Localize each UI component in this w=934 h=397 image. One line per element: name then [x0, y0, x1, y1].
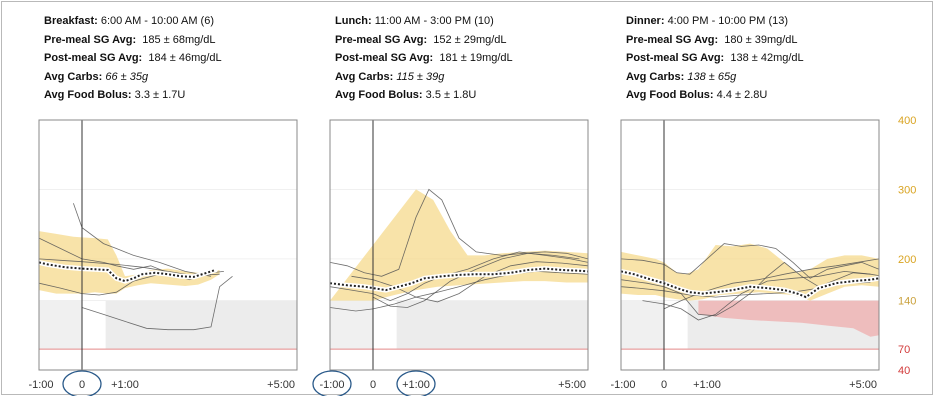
average-line	[38, 261, 216, 283]
sensor-trace-3	[329, 270, 589, 312]
pre-meal-row: Pre-meal SG Avg: 185 ± 68mg/dL	[44, 31, 314, 50]
post-meal-row: Post-meal SG Avg: 181 ± 19mg/dL	[335, 49, 605, 68]
sensor-trace-1	[329, 188, 589, 277]
pre-meal-label: Pre-meal SG Avg:	[626, 33, 719, 46]
bolus-value: 3.3 ± 1.7U	[134, 89, 186, 101]
pre-meal-row: Pre-meal SG Avg: 180 ± 39mg/dL	[626, 31, 896, 50]
post-meal-value: 181 ± 19mg/dL	[439, 52, 513, 64]
carbs-value: 66 ± 35g	[105, 70, 149, 83]
post-meal-label: Post-meal SG Avg:	[626, 52, 725, 64]
carbs-row: Avg Carbs: 115 ± 39g	[335, 68, 605, 87]
pre-meal-target-band	[621, 300, 664, 350]
carbs-row: Avg Carbs: 66 ± 35g	[44, 68, 314, 87]
x-tick-label: -1:00	[610, 379, 635, 391]
sensor-trace-4	[351, 261, 589, 303]
above-target-band	[621, 243, 879, 301]
x-tick-label: +5:00	[558, 379, 586, 391]
sensor-trace-4	[663, 258, 880, 310]
pre-meal-target-band	[330, 300, 373, 350]
dinner-summary: Dinner: 4:00 PM - 10:00 PM (13) Pre-meal…	[626, 12, 896, 105]
post-meal-value: 138 ± 42mg/dL	[730, 52, 804, 64]
x-tick-label: 0	[79, 379, 85, 391]
highlight-circle	[396, 370, 436, 396]
x-tick-label: +5:00	[267, 379, 295, 391]
carbs-row: Avg Carbs: 138 ± 65g	[626, 68, 896, 87]
chart-panel-dinner: -1:00 0 +1:00 +5:00	[610, 119, 882, 391]
lunch-title-row: Lunch: 11:00 AM - 3:00 PM (10)	[335, 12, 605, 31]
meal-range: 4:00 PM - 10:00 PM (13)	[667, 15, 789, 27]
x-tick-label: -1:00	[319, 379, 344, 391]
sensor-trace-3	[642, 270, 871, 321]
bolus-value: 4.4 ± 2.8U	[716, 89, 768, 101]
above-target-band	[330, 189, 588, 301]
chart-panel-lunch: -1:00 0 +1:00 +5:00	[312, 119, 591, 396]
breakfast-title-row: Breakfast: 6:00 AM - 10:00 AM (6)	[44, 12, 314, 31]
pre-meal-row: Pre-meal SG Avg: 152 ± 29mg/dL	[335, 31, 605, 50]
post-meal-row: Post-meal SG Avg: 138 ± 42mg/dL	[626, 49, 896, 68]
dinner-title-row: Dinner: 4:00 PM - 10:00 PM (13)	[626, 12, 896, 31]
meal-label: Lunch:	[335, 15, 372, 27]
panel-frame	[620, 119, 880, 371]
breakfast-summary: Breakfast: 6:00 AM - 10:00 AM (6) Pre-me…	[44, 12, 314, 105]
post-meal-row: Post-meal SG Avg: 184 ± 46mg/dL	[44, 49, 314, 68]
carbs-label: Avg Carbs:	[626, 70, 685, 83]
lunch-summary: Lunch: 11:00 AM - 3:00 PM (10) Pre-meal …	[335, 12, 605, 105]
target-range-band	[396, 300, 588, 350]
y-tick-label: 200	[898, 254, 916, 266]
bolus-label: Avg Food Bolus:	[44, 89, 132, 101]
x-tick-label: +1:00	[402, 379, 430, 391]
y-tick-label: 400	[898, 115, 916, 127]
average-line	[329, 267, 589, 292]
y-tick-label: 300	[898, 184, 916, 196]
x-tick-label: -1:00	[28, 379, 53, 391]
meal-label: Breakfast:	[44, 15, 98, 27]
sensor-trace-4	[81, 275, 233, 331]
y-tick-label: 70	[898, 344, 910, 356]
y-tick-label: 40	[898, 365, 910, 377]
sensor-trace-1	[620, 243, 880, 279]
bolus-row: Avg Food Bolus: 3.3 ± 1.7U	[44, 86, 314, 105]
highlight-circle	[62, 370, 102, 396]
meal-range: 11:00 AM - 3:00 PM (10)	[374, 15, 494, 27]
post-meal-label: Post-meal SG Avg:	[335, 52, 434, 64]
x-tick-label: 0	[370, 379, 376, 391]
x-tick-label: +5:00	[849, 379, 877, 391]
meal-label: Dinner:	[626, 15, 665, 27]
pre-meal-value: 185 ± 68mg/dL	[142, 33, 216, 46]
bolus-row: Avg Food Bolus: 3.5 ± 1.8U	[335, 86, 605, 105]
y-axis: 400 300 200 140 70 40	[898, 115, 916, 377]
bolus-label: Avg Food Bolus:	[335, 89, 423, 101]
carbs-label: Avg Carbs:	[44, 70, 103, 83]
bolus-value: 3.5 ± 1.8U	[425, 89, 477, 101]
x-tick-label: +1:00	[693, 379, 721, 391]
post-meal-value: 184 ± 46mg/dL	[148, 52, 222, 64]
x-tick-label: +1:00	[111, 379, 139, 391]
bolus-row: Avg Food Bolus: 4.4 ± 2.8U	[626, 86, 896, 105]
x-tick-label: 0	[661, 379, 667, 391]
below-target-band	[698, 300, 879, 337]
chart-panel-breakfast: -1:00 0 +1:00 +5:00	[28, 119, 298, 396]
pre-meal-value: 180 ± 39mg/dL	[724, 33, 798, 46]
panel-frame	[329, 119, 589, 371]
above-target-band	[39, 231, 220, 294]
carbs-label: Avg Carbs:	[335, 70, 394, 83]
sensor-trace-3	[73, 203, 212, 277]
post-meal-label: Post-meal SG Avg:	[44, 52, 143, 64]
carbs-value: 115 ± 39g	[396, 70, 445, 83]
panel-frame	[38, 119, 298, 371]
y-tick-label: 140	[898, 296, 916, 308]
carbs-value: 138 ± 65g	[687, 70, 737, 83]
bolus-label: Avg Food Bolus:	[626, 89, 714, 101]
pre-meal-target-band	[39, 300, 82, 350]
pre-meal-value: 152 ± 29mg/dL	[433, 33, 507, 46]
pre-meal-label: Pre-meal SG Avg:	[44, 33, 137, 46]
target-range-band	[105, 300, 298, 350]
highlight-circle	[312, 370, 352, 396]
meal-range: 6:00 AM - 10:00 AM (6)	[100, 15, 214, 27]
pre-meal-label: Pre-meal SG Avg:	[335, 33, 428, 46]
